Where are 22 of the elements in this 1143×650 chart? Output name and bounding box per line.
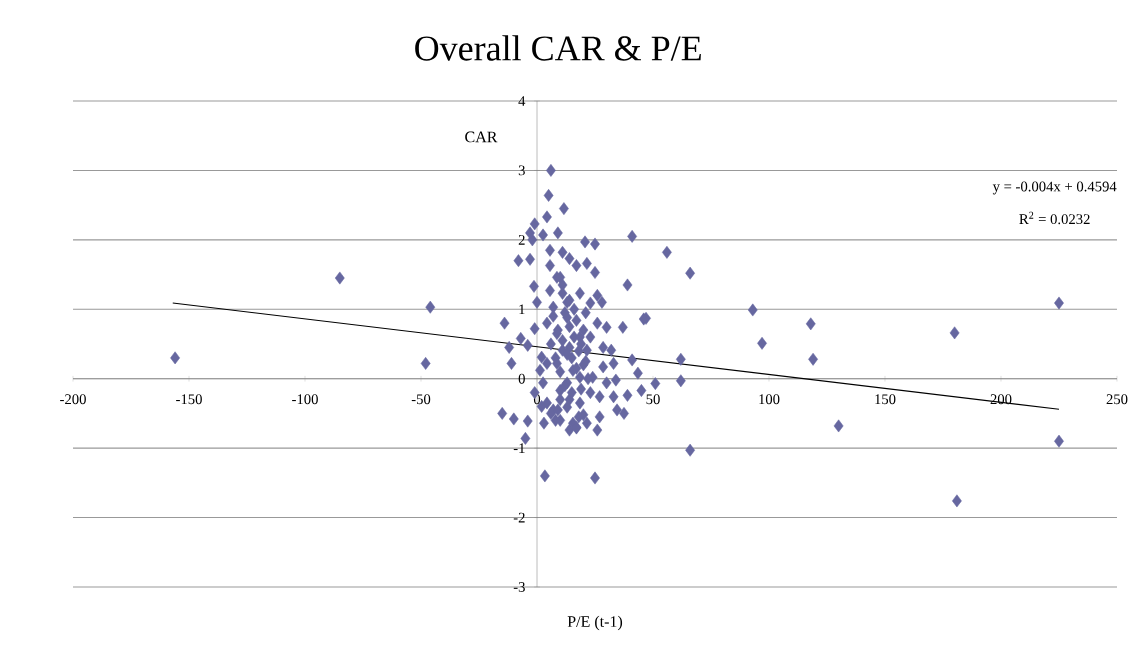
x-tick-label: 150 xyxy=(875,394,896,405)
x-tick-label: -200 xyxy=(60,394,86,405)
y-tick-label: 3 xyxy=(518,165,525,176)
x-axis-title: P/E (t-1) xyxy=(567,615,623,631)
x-tick-label: -150 xyxy=(176,394,202,405)
x-tick-label: -50 xyxy=(411,394,431,405)
x-tick-label: 100 xyxy=(759,394,780,405)
x-tick-label: -100 xyxy=(292,394,318,405)
y-tick-label: 0 xyxy=(518,373,525,384)
y-axis-title: CAR xyxy=(465,131,498,143)
annotation: y = -0.004x + 0.4594 xyxy=(992,181,1117,195)
x-tick-label: 200 xyxy=(990,394,1012,405)
x-tick-label: 50 xyxy=(646,394,660,405)
chart-title: Overall CAR & P/E xyxy=(415,35,701,61)
y-tick-label: -3 xyxy=(513,582,525,592)
y-tick-label: -2 xyxy=(513,512,525,523)
y-tick-label: -1 xyxy=(513,443,525,453)
x-tick-label: 250 xyxy=(1106,394,1128,405)
y-tick-label: 2 xyxy=(518,235,525,245)
y-tick-label: 1 xyxy=(519,304,525,315)
y-tick-label: 4 xyxy=(518,96,526,106)
annotation: R$^{2}$ = 0.0232 xyxy=(1019,211,1090,225)
